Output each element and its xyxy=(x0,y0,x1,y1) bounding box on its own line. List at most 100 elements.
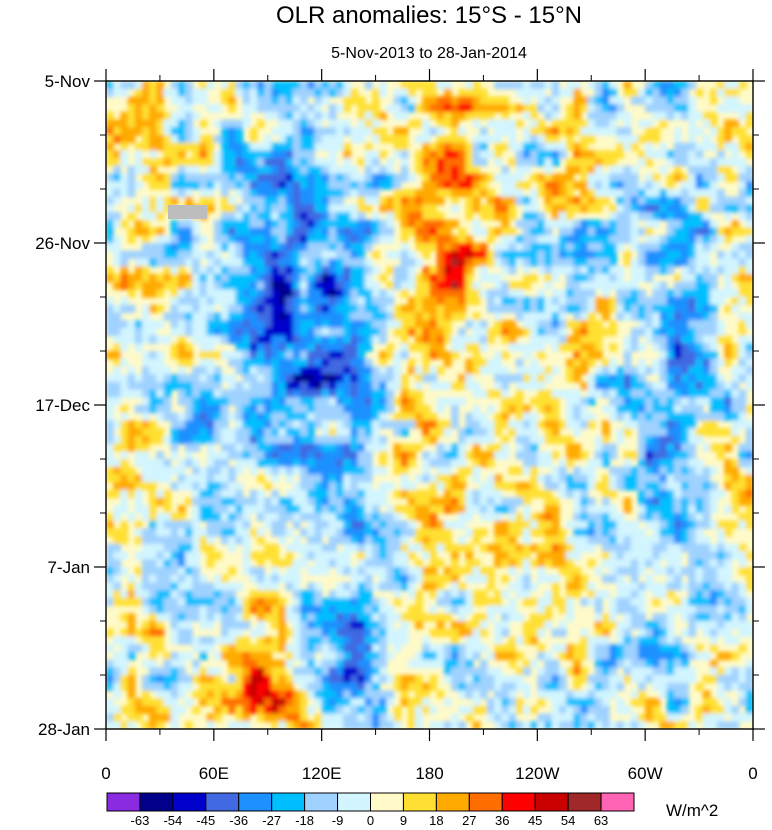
anomaly-cell xyxy=(630,420,639,429)
anomaly-cell xyxy=(393,528,402,537)
anomaly-cell xyxy=(249,327,258,337)
anomaly-cell xyxy=(458,173,467,182)
anomaly-cell xyxy=(357,196,366,206)
anomaly-cell xyxy=(573,551,582,560)
anomaly-cell xyxy=(199,343,208,352)
anomaly-cell xyxy=(307,320,316,329)
anomaly-cell xyxy=(724,250,733,260)
anomaly-cell xyxy=(199,281,208,290)
anomaly-cell xyxy=(221,304,229,314)
anomaly-cell xyxy=(508,405,517,414)
anomaly-cell xyxy=(213,513,222,522)
anomaly-cell xyxy=(724,551,733,560)
anomaly-cell xyxy=(321,420,330,429)
anomaly-cell xyxy=(522,443,531,452)
anomaly-cell xyxy=(156,582,165,591)
anomaly-cell xyxy=(141,435,150,445)
anomaly-cell xyxy=(364,158,373,167)
anomaly-cell xyxy=(177,227,186,236)
anomaly-cell xyxy=(285,443,294,452)
anomaly-cell xyxy=(328,605,337,614)
anomaly-cell xyxy=(271,312,280,321)
anomaly-cell xyxy=(242,567,251,576)
anomaly-cell xyxy=(371,505,380,514)
anomaly-cell xyxy=(558,489,567,499)
anomaly-cell xyxy=(415,304,423,314)
anomaly-cell xyxy=(127,289,136,298)
anomaly-cell xyxy=(350,597,359,607)
anomaly-cell xyxy=(479,181,488,190)
anomaly-cell xyxy=(407,173,416,182)
anomaly-cell xyxy=(594,196,603,206)
anomaly-cell xyxy=(206,150,215,159)
anomaly-cell xyxy=(738,513,747,522)
anomaly-cell xyxy=(429,181,438,190)
anomaly-cell xyxy=(422,366,431,375)
anomaly-cell xyxy=(587,135,596,144)
anomaly-cell xyxy=(106,243,114,252)
anomaly-cell xyxy=(688,513,697,522)
anomaly-cell xyxy=(566,297,574,306)
anomaly-cell xyxy=(666,366,675,375)
anomaly-cell xyxy=(530,489,538,499)
anomaly-cell xyxy=(292,104,301,113)
anomaly-cell xyxy=(134,443,143,452)
anomaly-cell xyxy=(228,528,236,537)
anomaly-cell xyxy=(364,466,373,476)
anomaly-cell xyxy=(659,435,668,445)
anomaly-cell xyxy=(688,405,697,414)
anomaly-cell xyxy=(228,335,236,344)
anomaly-cell xyxy=(530,466,538,476)
anomaly-cell xyxy=(587,536,596,545)
anomaly-cell xyxy=(177,351,186,360)
anomaly-cell xyxy=(709,158,718,167)
anomaly-cell xyxy=(688,96,697,105)
anomaly-cell xyxy=(731,343,740,352)
anomaly-cell xyxy=(537,374,546,383)
anomaly-cell xyxy=(170,466,179,476)
anomaly-cell xyxy=(300,397,308,406)
anomaly-cell xyxy=(379,513,387,522)
anomaly-cell xyxy=(170,281,179,290)
anomaly-cell xyxy=(688,567,697,576)
anomaly-cell xyxy=(328,428,337,437)
anomaly-cell xyxy=(724,412,733,422)
anomaly-cell xyxy=(177,551,186,560)
anomaly-cell xyxy=(415,119,423,128)
anomaly-cell xyxy=(415,366,423,375)
anomaly-cell xyxy=(544,104,553,113)
anomaly-cell xyxy=(422,181,431,190)
anomaly-cell xyxy=(249,266,258,275)
anomaly-cell xyxy=(724,343,733,352)
anomaly-cell xyxy=(558,219,567,229)
anomaly-cell xyxy=(645,466,653,476)
anomaly-cell xyxy=(544,574,553,584)
anomaly-cell xyxy=(292,204,301,213)
anomaly-cell xyxy=(163,405,172,414)
anomaly-cell xyxy=(213,605,222,614)
anomaly-cell xyxy=(522,513,531,522)
anomaly-cell xyxy=(206,158,215,167)
anomaly-cell xyxy=(465,335,474,344)
anomaly-cell xyxy=(537,289,546,298)
anomaly-cell xyxy=(407,343,416,352)
anomaly-cell xyxy=(573,304,582,314)
anomaly-cell xyxy=(537,420,546,429)
anomaly-cell xyxy=(702,250,711,260)
anomaly-cell xyxy=(465,243,474,252)
anomaly-cell xyxy=(623,536,632,545)
anomaly-cell xyxy=(336,582,344,591)
anomaly-cell xyxy=(364,590,373,599)
anomaly-cell xyxy=(637,297,646,306)
anomaly-cell xyxy=(515,289,524,298)
anomaly-cell xyxy=(336,513,344,522)
anomaly-cell xyxy=(487,405,495,414)
anomaly-cell xyxy=(292,405,301,414)
anomaly-cell xyxy=(415,273,423,283)
anomaly-cell xyxy=(285,543,294,553)
anomaly-cell xyxy=(235,165,244,175)
anomaly-cell xyxy=(479,289,488,298)
anomaly-cell xyxy=(558,435,567,445)
anomaly-cell xyxy=(213,250,222,260)
anomaly-cell xyxy=(156,597,165,607)
